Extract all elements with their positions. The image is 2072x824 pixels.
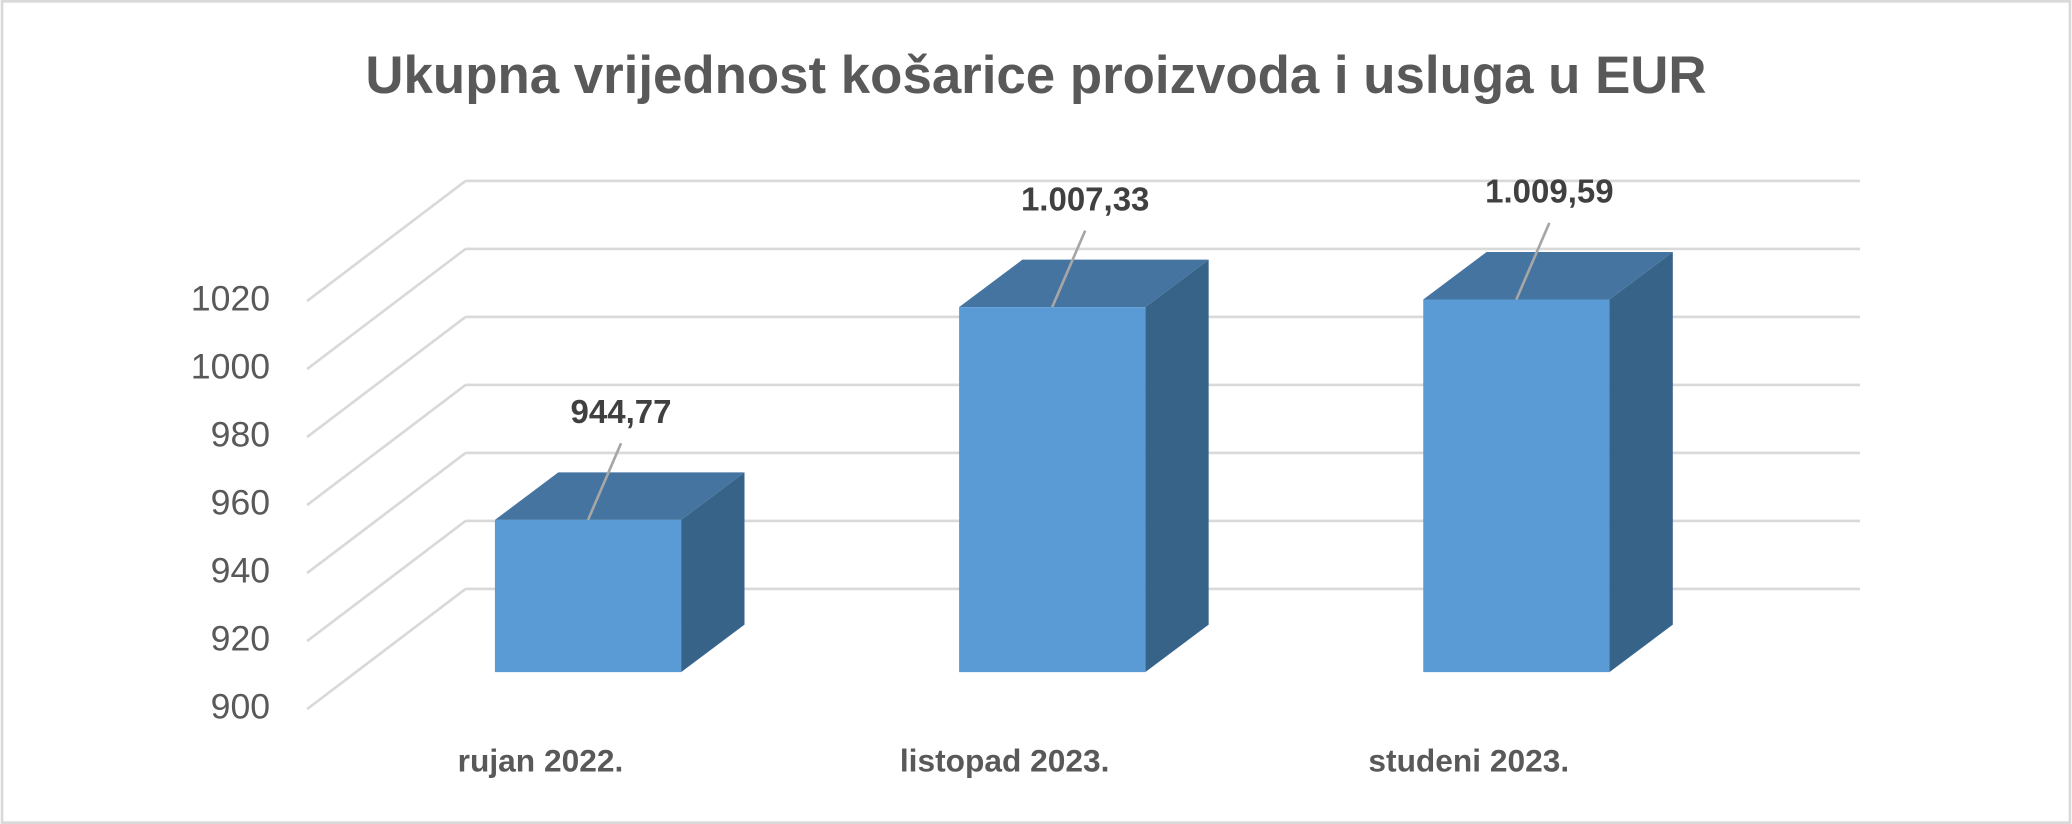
grid-line-side — [306, 587, 467, 711]
bar-top — [959, 259, 1209, 308]
y-tick-label: 960 — [211, 483, 270, 523]
x-tick-label: studeni 2023. — [1368, 743, 1569, 779]
bar-front — [1423, 299, 1610, 673]
bar-side — [1145, 259, 1209, 673]
bar-front — [959, 307, 1146, 673]
leader-line — [1515, 222, 1551, 301]
leader-line — [1050, 230, 1087, 308]
x-tick-label: rujan 2022. — [458, 743, 624, 779]
grid-line-side — [306, 315, 467, 439]
y-tick-label: 980 — [211, 415, 270, 455]
value-label: 944,77 — [571, 393, 672, 430]
bar — [494, 472, 745, 673]
y-tick-label: 1000 — [191, 347, 270, 387]
bar — [959, 259, 1209, 673]
y-tick-label: 1020 — [191, 278, 270, 318]
bar — [1423, 251, 1673, 673]
bar-top — [494, 472, 745, 520]
bar-top — [1423, 251, 1673, 300]
leader-line — [586, 442, 623, 521]
bar-front — [494, 519, 682, 673]
bar-side — [1609, 251, 1673, 673]
value-label: 1.009,59 — [1485, 173, 1613, 210]
bar-side — [681, 472, 745, 673]
y-tick-label: 900 — [211, 687, 270, 727]
grid-line-side — [306, 519, 467, 643]
grid-line-side — [306, 179, 467, 303]
value-label: 1.007,33 — [1021, 180, 1149, 217]
y-tick-label: 940 — [211, 551, 270, 591]
chart-title: Ukupna vrijednost košarice proizvoda i u… — [365, 46, 1706, 105]
grid-line-side — [306, 383, 467, 507]
grid-line-side — [306, 451, 467, 575]
y-tick-label: 920 — [211, 619, 270, 659]
grid-line-side — [306, 247, 467, 371]
x-tick-label: listopad 2023. — [900, 743, 1110, 779]
